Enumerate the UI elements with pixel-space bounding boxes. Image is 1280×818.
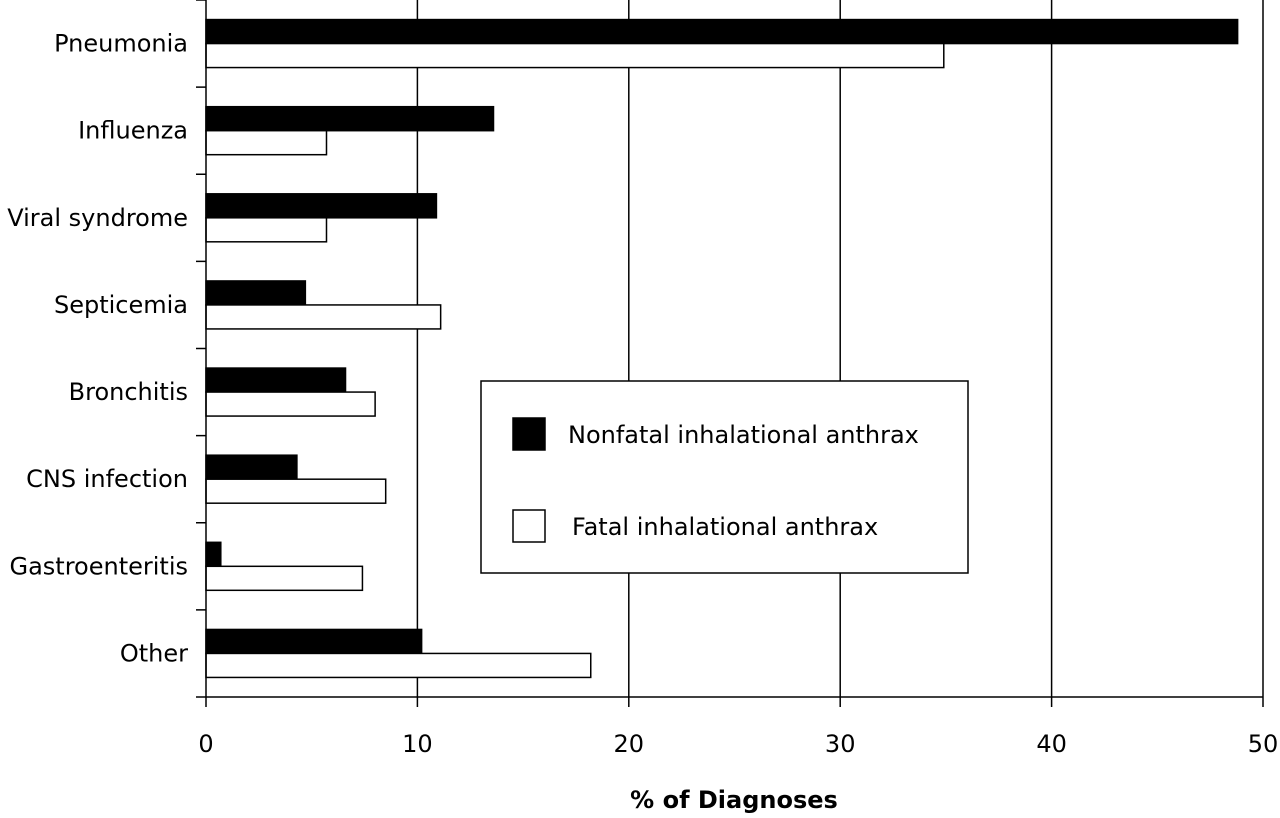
bar-nonfatal: [205, 280, 307, 306]
bar-fatal: [205, 304, 442, 330]
category-label: Other: [120, 639, 188, 667]
x-axis-title: % of Diagnoses: [630, 786, 838, 814]
bar-fatal: [205, 42, 945, 69]
category-label: Viral syndrome: [7, 204, 188, 232]
legend-label-nonfatal: Nonfatal inhalational anthrax: [568, 421, 919, 449]
bar-nonfatal: [205, 367, 347, 393]
category-label: Pneumonia: [54, 30, 188, 58]
legend-swatch-nonfatal: [512, 417, 546, 451]
category-label: Septicemia: [54, 291, 188, 319]
bar-fatal: [205, 391, 376, 417]
x-tick-label: 50: [1248, 730, 1279, 758]
axis-ticks: 0 10 20 30 40 50: [196, 0, 1278, 758]
bar-nonfatal: [205, 541, 222, 568]
x-tick-label: 0: [198, 730, 213, 758]
bar-nonfatal: [205, 628, 423, 655]
bar-nonfatal: [205, 193, 438, 219]
category-label: Gastroenteritis: [9, 552, 188, 580]
legend: Nonfatal inhalational anthrax Fatal inha…: [480, 380, 969, 574]
gridlines: [416, 0, 1264, 697]
category-label: Bronchitis: [69, 378, 188, 406]
x-tick-label: 40: [1036, 730, 1067, 758]
x-tick-label: 30: [825, 730, 856, 758]
category-label: Influenza: [78, 117, 188, 145]
bar-fatal: [205, 565, 364, 592]
legend-label-fatal: Fatal inhalational anthrax: [572, 513, 878, 541]
legend-box: [480, 380, 969, 574]
bar-fatal: [205, 217, 328, 243]
x-tick-label: 10: [402, 730, 433, 758]
bar-fatal: [205, 652, 592, 679]
x-tick-label: 20: [614, 730, 645, 758]
bar-nonfatal: [205, 454, 298, 480]
category-labels: Pneumonia Influenza Viral syndrome Septicem…: [7, 30, 188, 668]
bar-fatal: [205, 129, 328, 156]
bar-nonfatal: [205, 105, 495, 132]
bar-nonfatal: [205, 18, 1239, 45]
category-label: CNS infection: [26, 465, 188, 493]
bar-fatal: [205, 478, 387, 504]
bars: [205, 18, 1239, 679]
legend-swatch-fatal: [512, 509, 546, 543]
